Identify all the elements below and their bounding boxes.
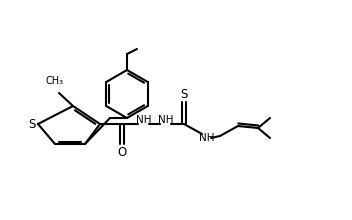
Text: NH: NH [199, 133, 215, 143]
Text: NH: NH [136, 115, 152, 125]
Text: S: S [180, 88, 188, 101]
Text: NH: NH [158, 115, 174, 125]
Text: O: O [117, 145, 127, 158]
Text: CH₃: CH₃ [46, 76, 64, 86]
Text: S: S [28, 117, 36, 130]
